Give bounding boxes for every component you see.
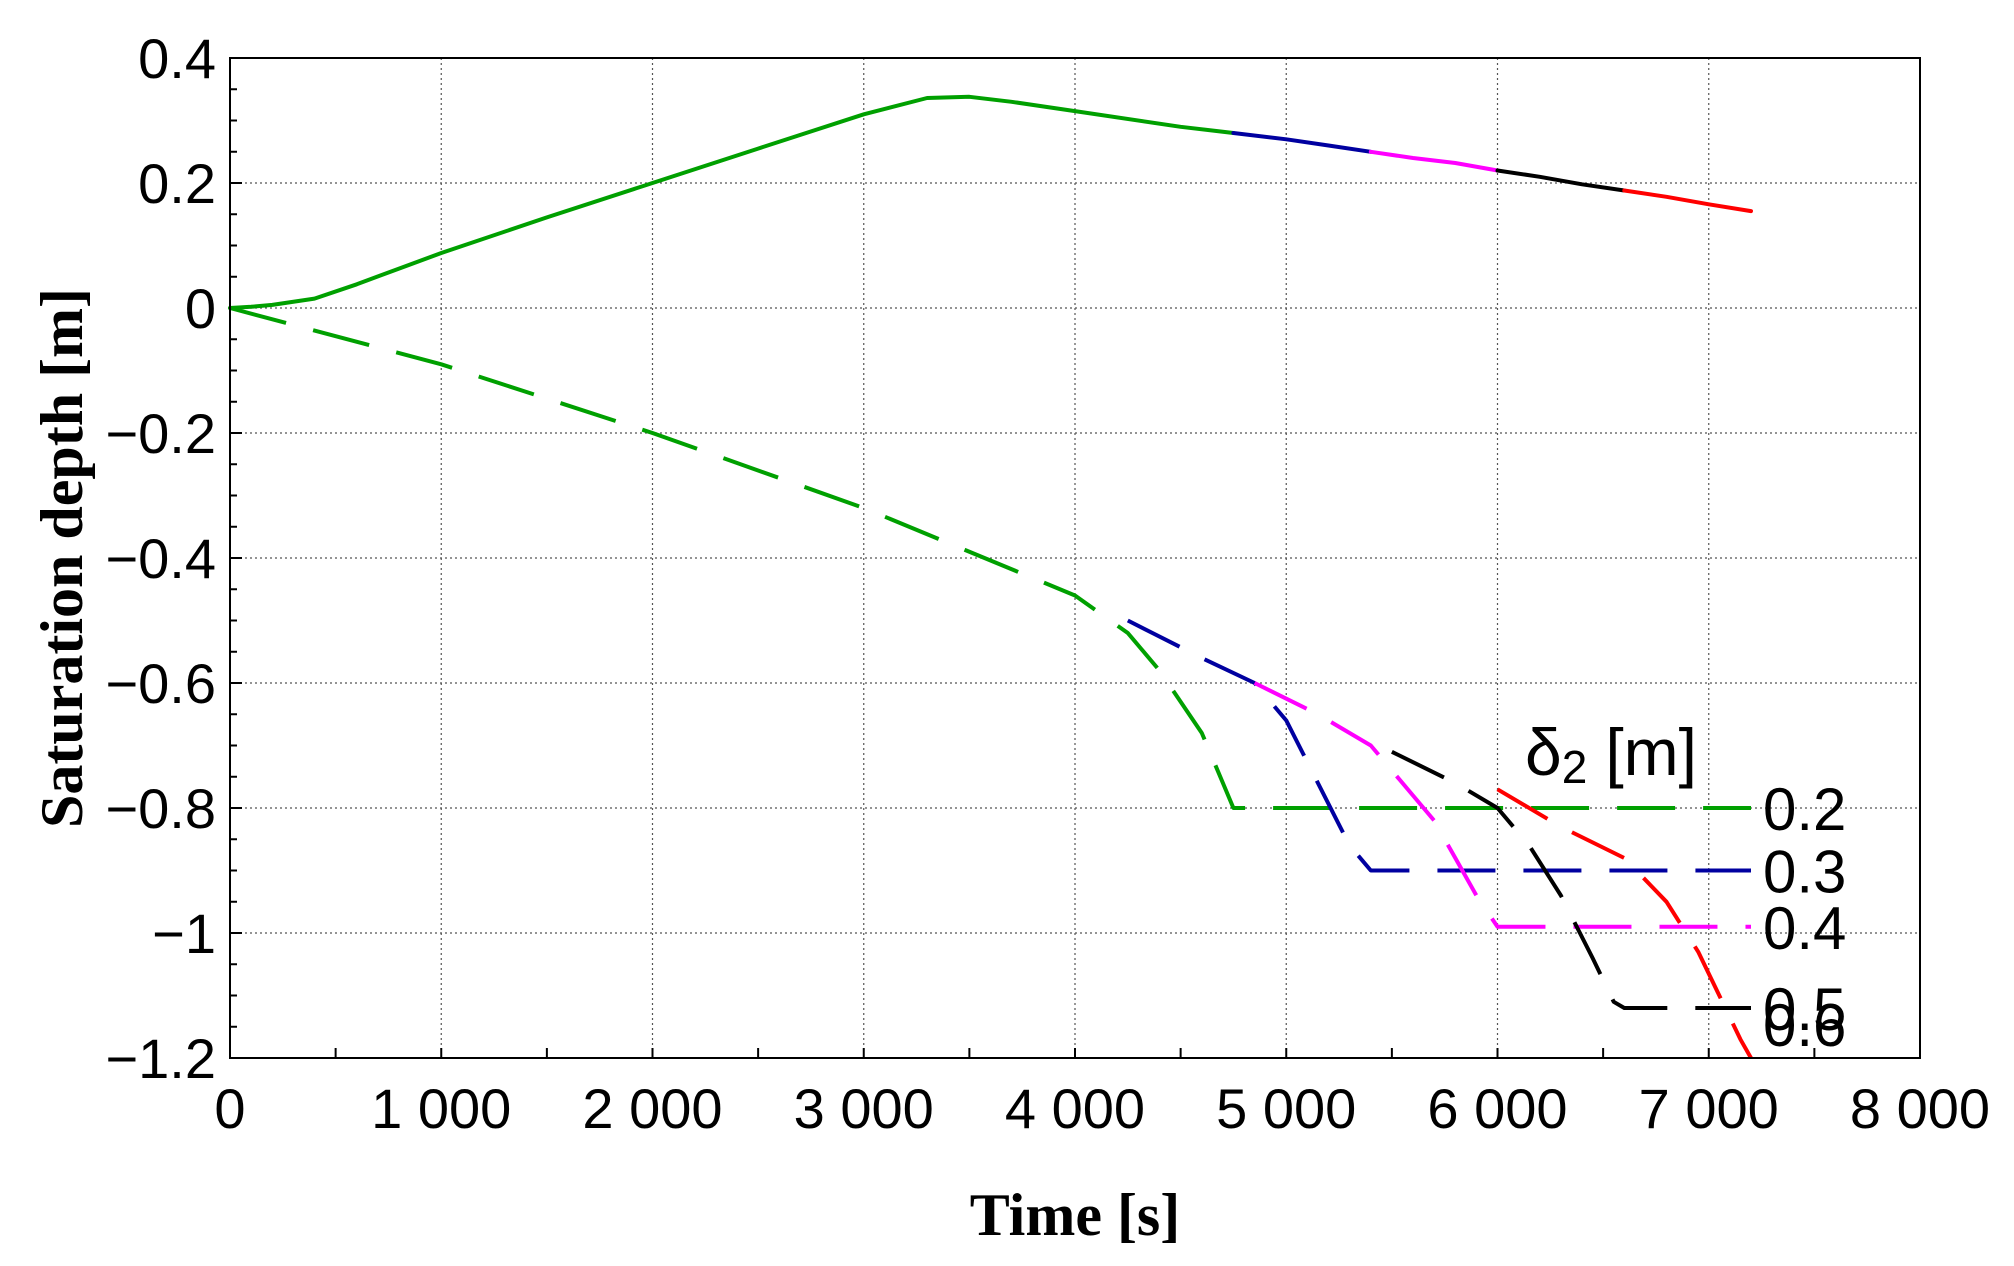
x-tick-label: 0 [214, 1077, 245, 1140]
plot-frame [229, 57, 1921, 1059]
x-tick-label: 8 000 [1850, 1077, 1990, 1140]
y-tick-labels: 0.4 0.2 0 −0.2 −0.4 −0.6 −0.8 −1 −1.2 [105, 27, 216, 1090]
legend: δ2 [m] 0.20.30.4 0.50.6 [1525, 715, 1846, 1059]
series-0.5-dashed-line [1391, 750, 1751, 1010]
y-tick-label: −0.8 [105, 777, 216, 840]
x-axis-title: Time [s] [970, 1182, 1181, 1248]
x-tick-label: 4 000 [1005, 1077, 1145, 1140]
y-tick-label: 0 [185, 277, 216, 340]
series-layer [228, 94, 1753, 1059]
x-tick-label: 1 000 [371, 1077, 511, 1140]
x-tick-label: 6 000 [1427, 1077, 1567, 1140]
legend-title-subscript: 2 [1562, 741, 1588, 793]
series-0.6-solid-line [1622, 188, 1753, 214]
legend-label-0.2: 0.2 [1763, 776, 1846, 843]
series-0.2-dashed-line [229, 306, 1751, 810]
legend-title-unit: [m] [1605, 715, 1697, 789]
x-tick-label: 7 000 [1639, 1077, 1779, 1140]
y-tick-label: −0.6 [105, 652, 216, 715]
series-0.3-dashed-line [1126, 618, 1751, 873]
y-tick-label: −1.2 [105, 1027, 216, 1090]
x-tick-label: 3 000 [794, 1077, 934, 1140]
legend-label-0.5: 0.5 [1763, 976, 1846, 1043]
series-0.5-solid-line [1495, 168, 1627, 193]
series-0.2-solid-line [228, 94, 1236, 310]
legend-label-0.6: 0.6 [1763, 992, 1846, 1059]
legend-label-0.3: 0.3 [1763, 839, 1846, 906]
x-tick-label: 2 000 [582, 1077, 722, 1140]
series-0.6-dashed-line [1496, 787, 1753, 1059]
y-tick-label: 0.4 [138, 27, 216, 90]
legend-label-0.4: 0.4 [1763, 895, 1846, 962]
x-tick-label: 5 000 [1216, 1077, 1356, 1140]
y-axis-title: Saturation depth [m] [29, 288, 95, 828]
series-0.4-solid-line [1368, 149, 1500, 173]
grid-lines [229, 57, 1921, 1059]
legend-title: δ2 [m] [1525, 715, 1697, 793]
y-tick-label: −1 [152, 902, 216, 965]
y-tick-label: 0.2 [138, 152, 216, 215]
y-tick-label: −0.4 [105, 527, 216, 590]
minor-ticks [229, 57, 1921, 1059]
legend-title-symbol: δ [1525, 715, 1562, 789]
x-tick-labels: 0 1 000 2 000 3 000 4 000 5 000 6 000 7 000 8 00… [214, 1077, 1990, 1140]
series-0.4-dashed-line [1253, 681, 1751, 929]
y-tick-label: −0.2 [105, 402, 216, 465]
series-0.3-solid-line [1231, 131, 1373, 154]
